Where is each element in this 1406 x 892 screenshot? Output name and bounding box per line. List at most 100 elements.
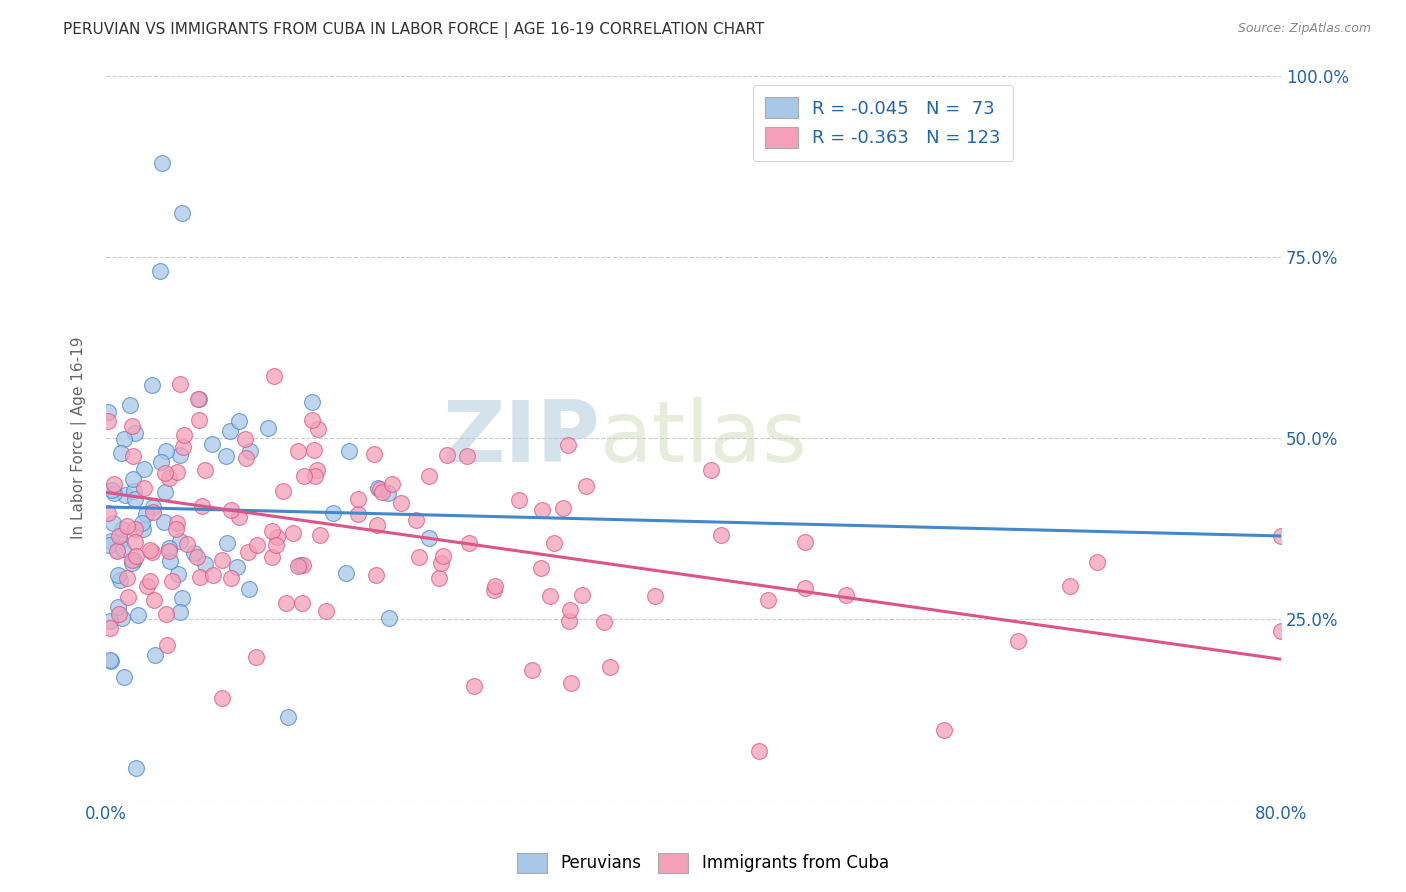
Point [276,596,298,610]
Point [932,723,955,738]
Point [228,414,250,428]
Point [188,392,211,406]
Point [125,761,148,775]
Point [558,603,581,617]
Point [165,522,187,536]
Point [347,491,370,506]
Point [538,589,561,603]
Point [100,534,122,549]
Point [156,638,179,652]
Point [377,486,399,500]
Point [153,467,176,481]
Point [100,654,122,668]
Point [149,264,172,278]
Point [427,571,450,585]
Point [363,446,385,460]
Point [371,485,394,500]
Point [117,571,139,585]
Point [191,499,214,513]
Point [141,545,163,559]
Point [260,524,283,538]
Point [172,206,194,220]
Point [571,589,593,603]
Point [418,531,440,545]
Point [108,573,131,587]
Point [98,614,121,628]
Point [117,590,139,604]
Point [436,448,458,462]
Point [131,516,153,530]
Point [157,541,180,556]
Point [235,432,257,446]
Point [115,519,138,533]
Point [1007,634,1029,648]
Point [105,544,128,558]
Point [170,591,193,605]
Point [166,465,188,479]
Point [378,611,401,625]
Point [97,507,120,521]
Point [245,538,267,552]
Point [142,500,165,515]
Point [183,546,205,560]
Point [287,444,309,458]
Point [756,592,779,607]
Point [107,568,129,582]
Legend: R = -0.045   N =  73, R = -0.363   N = 123: R = -0.045 N = 73, R = -0.363 N = 123 [752,85,1014,161]
Point [121,419,143,434]
Point [346,508,368,522]
Point [132,522,155,536]
Point [531,503,554,517]
Point [150,155,173,169]
Point [1270,528,1292,542]
Point [1085,555,1108,569]
Point [141,378,163,392]
Point [271,483,294,498]
Point [103,516,125,531]
Point [160,574,183,588]
Point [176,537,198,551]
Point [418,468,440,483]
Point [159,554,181,568]
Point [389,496,412,510]
Point [112,670,135,684]
Point [408,549,430,564]
Point [484,583,506,598]
Point [287,559,309,574]
Point [1059,579,1081,593]
Point [107,607,129,621]
Y-axis label: In Labor Force | Age 16-19: In Labor Force | Age 16-19 [72,337,87,540]
Point [157,470,180,484]
Point [700,463,723,477]
Point [366,568,388,582]
Point [219,571,242,585]
Point [304,469,326,483]
Point [508,493,530,508]
Point [463,679,485,693]
Point [111,541,134,556]
Point [575,479,598,493]
Point [551,501,574,516]
Point [292,468,315,483]
Point [120,398,142,412]
Point [405,513,427,527]
Point [211,691,233,706]
Point [557,438,579,452]
Point [201,437,224,451]
Point [169,376,191,391]
Point [166,516,188,531]
Point [211,552,233,566]
Point [245,649,267,664]
Point [124,491,146,506]
Point [367,482,389,496]
Point [121,556,143,570]
Point [103,485,125,500]
Point [239,444,262,458]
Point [124,522,146,536]
Point [127,607,149,622]
Point [139,542,162,557]
Point [122,552,145,566]
Point [150,455,173,469]
Point [157,543,180,558]
Point [97,414,120,428]
